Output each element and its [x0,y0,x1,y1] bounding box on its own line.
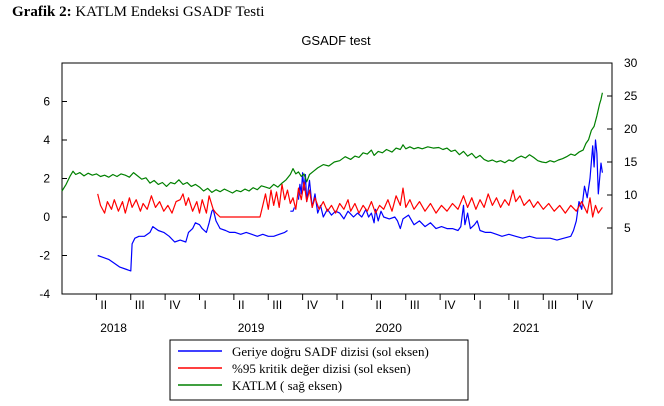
series-line-1 [97,139,603,272]
legend-entry: Geriye doğru SADF dizisi (sol eksen) [232,344,429,359]
left-tick-label: 0 [43,210,50,224]
quarter-tick-label: III [410,298,420,312]
quarter-tick-label: IV [582,298,593,312]
figure-caption-text: KATLM Endeksi GSADF Testi [71,4,265,20]
left-tick-label: -2 [39,249,50,263]
left-tick-label: 4 [43,133,50,147]
quarter-tick-label: IV [169,298,180,312]
left-tick-label: 6 [43,95,50,109]
quarter-tick-label: II [100,298,107,312]
legend: Geriye doğru SADF dizisi (sol eksen) %95 … [169,339,469,401]
right-axis: 5 10 15 20 25 30 [607,56,638,235]
right-tick-label: 25 [624,89,638,103]
quarter-tick-label: II [375,298,382,312]
left-axis: -4 -2 0 2 4 6 [39,95,67,301]
quarter-tick-label: IV [444,298,455,312]
left-tick-label: -4 [39,287,50,301]
figure-caption: Grafik 2: KATLM Endeksi GSADF Testi [12,4,264,21]
quarter-tick-label: II [238,298,245,312]
series-line-2 [97,181,603,218]
right-tick-label: 30 [624,56,638,70]
year-label: 2018 [100,321,127,335]
series-line-3 [61,92,603,194]
quarter-tick-label: III [547,298,557,312]
legend-entry: KATLM ( sağ eksen) [232,378,342,393]
quarter-tick-label: IV [307,298,318,312]
right-tick-label: 15 [624,155,638,169]
quarter-tick-label: II [513,298,520,312]
year-label: 2020 [375,321,402,335]
right-tick-label: 20 [624,122,638,136]
legend-box [169,339,469,401]
figure-caption-label: Grafik 2: [12,4,72,20]
quarter-tick-label: I [204,298,207,312]
quarter-tick-label: I [341,298,344,312]
right-tick-label: 5 [624,221,631,235]
legend-entry: %95 kritik değer dizisi (sol eksen) [232,361,411,376]
quarter-tick-label: III [272,298,282,312]
year-label: 2019 [238,321,265,335]
quarter-tick-label: I [479,298,482,312]
right-tick-label: 10 [624,188,638,202]
left-tick-label: 2 [43,172,50,186]
series-lines [61,92,603,272]
year-label: 2021 [513,321,540,335]
chart-title: GSADF test [301,33,371,48]
quarter-tick-label: III [135,298,145,312]
